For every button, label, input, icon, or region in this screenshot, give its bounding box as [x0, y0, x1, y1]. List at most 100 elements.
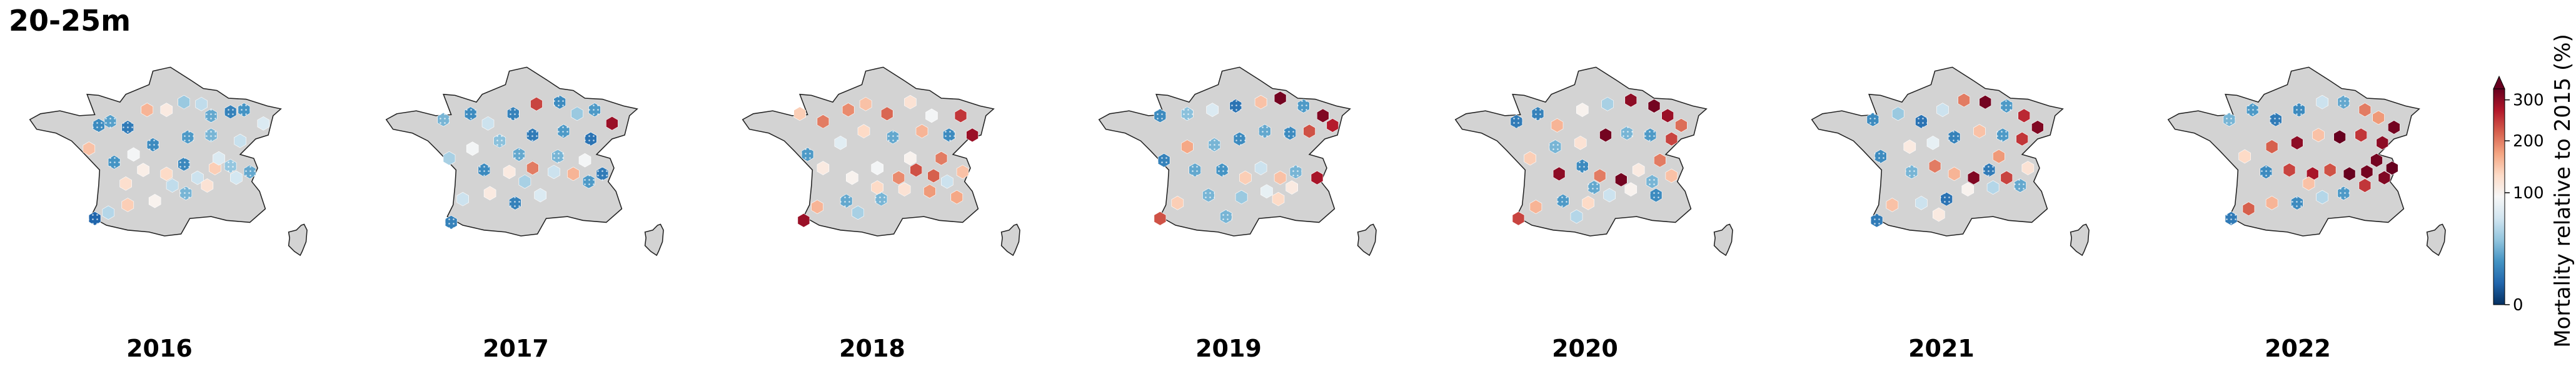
- hex-cell: [191, 170, 204, 185]
- hex-cell-hatch: [840, 194, 853, 208]
- hex-cell-hatch: [1557, 194, 1569, 208]
- year-label: 2021: [1908, 335, 1975, 362]
- hex-cell: [1524, 151, 1536, 166]
- hex-cell: [2385, 161, 2398, 175]
- hex-cell-hatch: [238, 103, 250, 117]
- hex-cell: [1986, 180, 2000, 195]
- hex-cell: [83, 141, 96, 156]
- hex-cell-hatch: [2000, 99, 2013, 113]
- hex-cell: [548, 165, 560, 180]
- hex-cell: [2323, 163, 2337, 178]
- hex-cell: [1552, 166, 1566, 181]
- hex-cell: [1936, 103, 1949, 117]
- hex-cell: [1582, 196, 1594, 210]
- hex-cell: [1665, 131, 1678, 146]
- hex-cell-hatch: [1284, 126, 1296, 140]
- hex-cell: [1632, 163, 1645, 178]
- france-outline: [30, 67, 281, 236]
- hex-cell-hatch: [478, 163, 490, 177]
- hex-cell: [904, 94, 917, 109]
- hex-cell: [1665, 168, 1678, 183]
- hex-cell: [1601, 96, 1614, 111]
- hex-cell: [2358, 103, 2372, 117]
- hex-cell-hatch: [557, 124, 570, 138]
- hex-cell-hatch: [224, 159, 237, 173]
- hex-cell: [571, 106, 583, 121]
- hex-cell-hatch: [2223, 113, 2235, 127]
- hex-cell-hatch: [1181, 106, 1194, 121]
- hex-cell: [1303, 124, 1316, 139]
- hex-cell-hatch: [583, 175, 595, 189]
- year-label: 2016: [126, 335, 193, 362]
- hex-cell: [935, 151, 948, 166]
- hex-cell: [1274, 91, 1287, 106]
- hex-cell: [1285, 180, 1299, 195]
- hex-cell: [1928, 159, 1941, 173]
- hex-cell-hatch: [1510, 114, 1522, 129]
- hex-cell-hatch: [875, 192, 887, 206]
- hex-cell-hatch: [1905, 165, 1918, 179]
- hex-cell: [1915, 196, 1928, 210]
- france-outline: [743, 67, 994, 236]
- colorbar-gradient: [2493, 88, 2505, 305]
- hex-cell: [137, 163, 149, 178]
- hex-cell-hatch: [1983, 163, 1995, 177]
- hex-cell: [1254, 94, 1267, 109]
- hex-cell-hatch: [1871, 213, 1883, 228]
- hex-cell-hatch: [1996, 128, 2009, 142]
- hex-cell-hatch: [1866, 113, 1879, 127]
- hex-cell: [2265, 196, 2278, 210]
- colorbar-extend-arrow: [2493, 75, 2505, 89]
- hex-cell: [2370, 153, 2383, 168]
- hex-cell: [1973, 124, 1986, 139]
- hex-cell-hatch: [2014, 178, 2026, 193]
- hex-cell-hatch: [2337, 95, 2350, 109]
- hex-cell: [481, 116, 495, 131]
- hex-cell-hatch: [1216, 163, 1229, 177]
- hex-cell: [950, 190, 963, 205]
- hex-cell-hatch: [179, 186, 192, 200]
- hex-cell: [1154, 211, 1167, 226]
- hex-cell-hatch: [1532, 106, 1544, 121]
- hex-cell: [119, 176, 132, 191]
- hex-cell: [1529, 200, 1542, 214]
- hex-cell-hatch: [943, 128, 955, 142]
- hex-cell: [121, 198, 134, 212]
- hex-cell: [846, 170, 858, 185]
- hex-cell-hatch: [108, 155, 121, 170]
- map-panel-2019: 2019: [1099, 67, 1376, 362]
- hex-cell: [141, 103, 154, 117]
- hex-cell: [1653, 153, 1666, 168]
- hex-cell-hatch: [1948, 130, 1961, 144]
- hex-cell: [966, 128, 979, 143]
- hex-cell: [1551, 118, 1564, 133]
- hex-cell-hatch: [1154, 108, 1166, 123]
- corsica-outline: [645, 225, 663, 256]
- hex-cell-hatch: [1189, 163, 1201, 177]
- hex-cell: [166, 178, 179, 193]
- hex-cell: [793, 106, 806, 121]
- hex-cell: [1260, 184, 1273, 199]
- hex-cell: [1961, 182, 1975, 197]
- hex-cell: [160, 166, 173, 181]
- hex-cell-hatch: [585, 132, 597, 146]
- hex-cell: [811, 200, 823, 214]
- hex-cell: [834, 135, 847, 150]
- hex-cell: [483, 186, 496, 201]
- year-label: 2020: [1552, 335, 1618, 362]
- hex-cell-hatch: [2260, 165, 2272, 179]
- hex-cell-hatch: [1158, 153, 1170, 168]
- hex-cell: [2358, 178, 2372, 193]
- hex-cell: [1886, 198, 1899, 212]
- year-label: 2019: [1195, 335, 1262, 362]
- hex-cell: [852, 205, 864, 220]
- hex-cell: [257, 116, 270, 131]
- hex-cell: [2343, 166, 2356, 181]
- hex-cell-hatch: [1202, 188, 1215, 202]
- hex-cell: [1624, 93, 1638, 108]
- hex-cell: [518, 174, 531, 189]
- hex-cell-hatch: [244, 165, 256, 179]
- hex-cell-hatch: [205, 128, 218, 142]
- corsica-outline: [289, 225, 307, 256]
- hex-cell-hatch: [2293, 103, 2305, 117]
